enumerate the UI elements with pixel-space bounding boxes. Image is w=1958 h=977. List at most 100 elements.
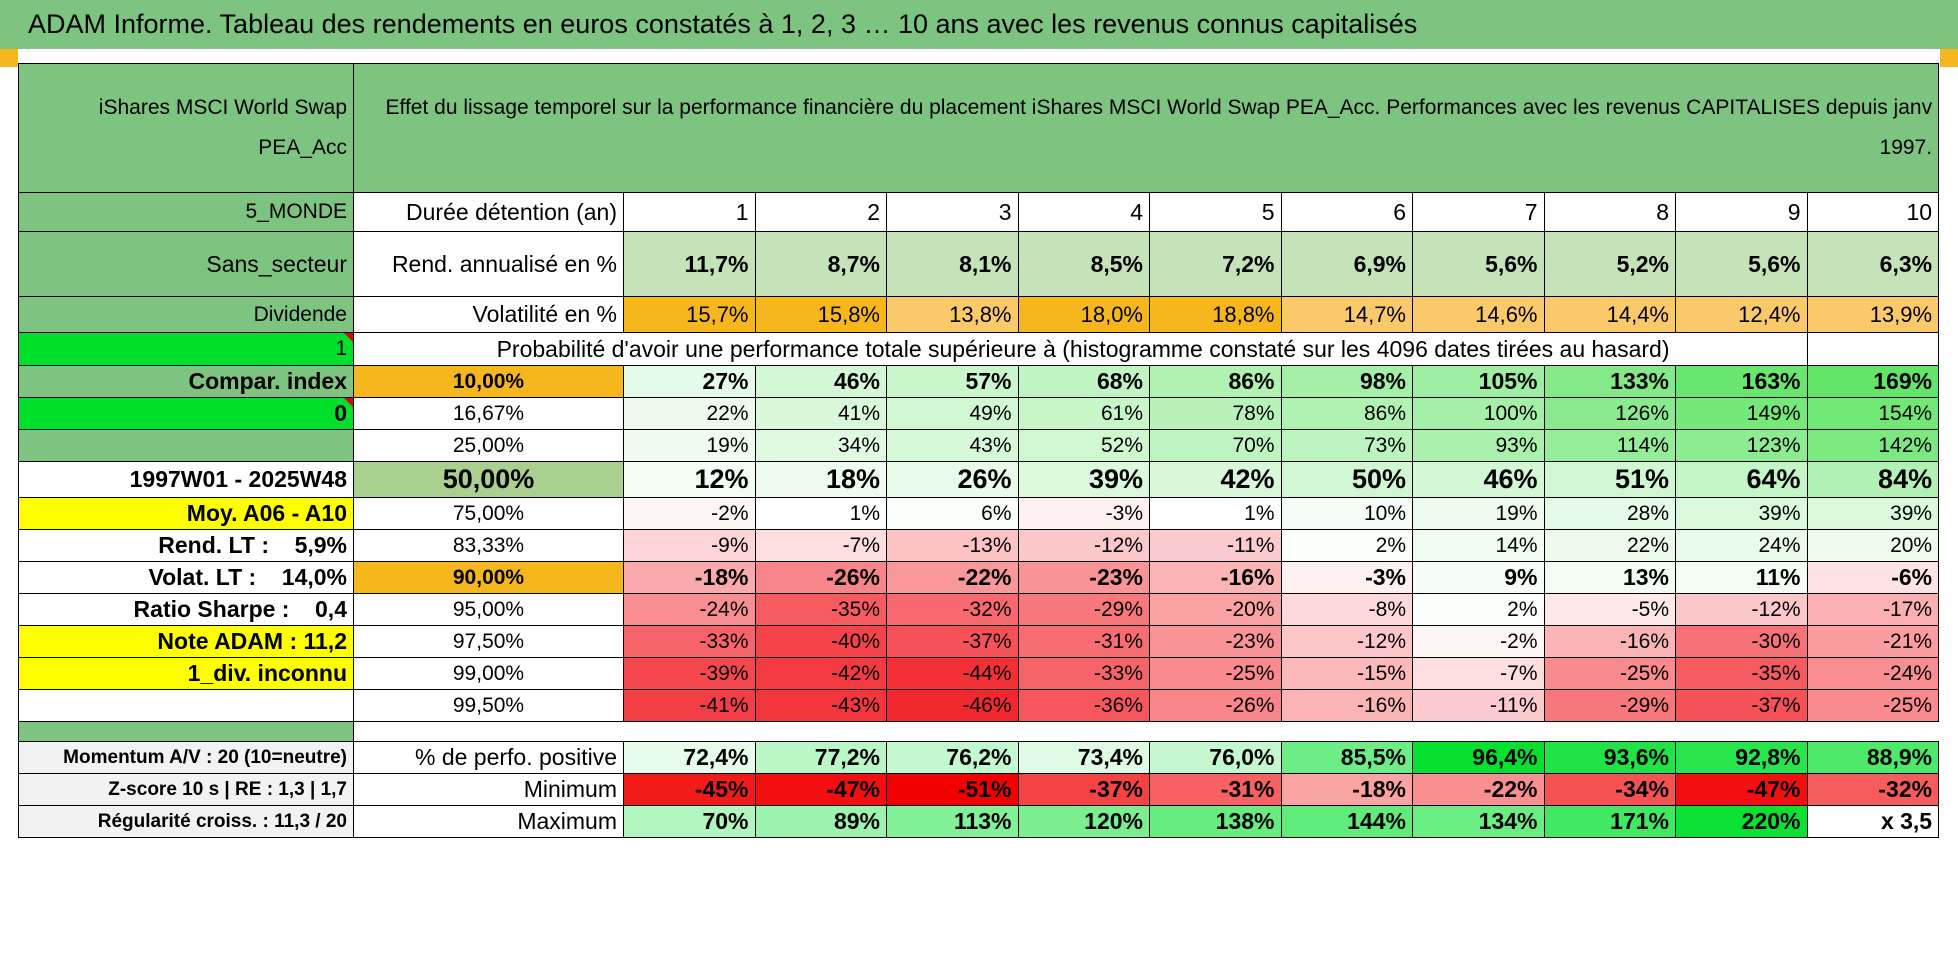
probability-value-cell: 39% [1017, 461, 1150, 498]
probability-value-cell: -6% [1806, 561, 1940, 594]
probability-row: 99,50% -41% -43% -46% -36% -26% -16% -11% -29% -3… [18, 689, 1940, 722]
min-cell: -47% [754, 773, 887, 806]
probability-value-cell: 18% [754, 461, 887, 498]
pos-cell: 73,4% [1017, 741, 1150, 774]
probability-value-cell: 52% [1017, 429, 1150, 462]
threshold-cell: 50,00% [353, 461, 624, 498]
probability-value-cell: -24% [623, 593, 756, 626]
pos-row: Momentum A/V : 20 (10=neutre)% de perfo.… [18, 741, 1940, 774]
probability-value-cell: 46% [754, 365, 887, 398]
year-header-6: 6 [1280, 192, 1413, 232]
min-cell: -34% [1543, 773, 1676, 806]
probability-value-cell: 1% [754, 497, 887, 530]
probability-value-cell: -31% [1017, 625, 1150, 658]
min-cell: -45% [623, 773, 756, 806]
probability-value-cell: 34% [754, 429, 887, 462]
probability-value-cell: 50% [1280, 461, 1413, 498]
probability-value-cell: -2% [623, 497, 756, 530]
probability-value-cell: 42% [1149, 461, 1282, 498]
probability-value-cell: 12% [623, 461, 756, 498]
pos-cell: 93,6% [1543, 741, 1676, 774]
probability-value-cell: 11% [1675, 561, 1808, 594]
probability-row: Volat. LT : 14,0% 90,00% -18% -26% -22% -23% -… [18, 561, 1940, 594]
probability-value-cell: -41% [623, 689, 756, 722]
probability-row: Rend. LT : 5,9% 83,33% -9% -7% -13% -12% -11% 2… [18, 529, 1940, 562]
probability-value-cell: 51% [1543, 461, 1676, 498]
moy-label: Moy. A06 - A10 [18, 497, 354, 530]
probability-value-cell: -12% [1280, 625, 1413, 658]
probability-value-cell: 61% [1017, 397, 1150, 430]
probability-value-cell: 13% [1543, 561, 1676, 594]
corner-marker-left [0, 49, 18, 67]
volatility-cell: 13,8% [886, 296, 1019, 333]
compar-index-label: Compar. index [18, 365, 354, 398]
probability-value-cell: -3% [1280, 561, 1413, 594]
probability-value-cell: -32% [886, 593, 1019, 626]
probability-empty-cell [1675, 332, 1808, 366]
probability-value-cell: 10% [1280, 497, 1413, 530]
max-cell: 144% [1280, 805, 1413, 838]
sharpe-label: Ratio Sharpe : 0,4 [18, 593, 354, 626]
probability-value-cell: 73% [1280, 429, 1413, 462]
probability-value-cell: -3% [1017, 497, 1150, 530]
volatility-cell: 14,4% [1543, 296, 1676, 333]
max-cell: x 3,5 [1806, 805, 1940, 838]
probability-value-cell: -40% [754, 625, 887, 658]
year-header-4: 4 [1017, 192, 1150, 232]
probability-value-cell: -7% [754, 529, 887, 562]
probability-value-cell: -23% [1149, 625, 1282, 658]
probability-value-cell: 39% [1806, 497, 1940, 530]
volatility-cell: 12,4% [1675, 296, 1808, 333]
probability-value-cell: -8% [1280, 593, 1413, 626]
probability-value-cell: -36% [1017, 689, 1150, 722]
probability-label: Probabilité d'avoir une performance tota… [353, 332, 1676, 366]
threshold-cell: 10,00% [353, 365, 624, 398]
probability-value-cell: -35% [1675, 657, 1808, 690]
rend-cell: 5,6% [1412, 231, 1545, 297]
pos-cell: 77,2% [754, 741, 887, 774]
probability-value-cell: 43% [886, 429, 1019, 462]
probability-value-cell: 78% [1149, 397, 1282, 430]
volatility-cell: 14,6% [1412, 296, 1545, 333]
year-header-3: 3 [886, 192, 1019, 232]
probability-value-cell: -9% [623, 529, 756, 562]
probability-value-cell: 126% [1543, 397, 1676, 430]
probability-value-cell: -29% [1017, 593, 1150, 626]
probability-value-cell: 86% [1149, 365, 1282, 398]
pos-cell: 92,8% [1675, 741, 1808, 774]
threshold-cell: 97,50% [353, 625, 624, 658]
year-header-5: 5 [1149, 192, 1282, 232]
probability-value-cell: -12% [1017, 529, 1150, 562]
rend-cell: 8,1% [886, 231, 1019, 297]
probability-value-cell: 46% [1412, 461, 1545, 498]
probability-value-cell: -37% [1675, 689, 1808, 722]
max-cell: 89% [754, 805, 887, 838]
min-cell: -51% [886, 773, 1019, 806]
probability-value-cell: 68% [1017, 365, 1150, 398]
probability-value-cell: 70% [1149, 429, 1282, 462]
volatility-cell: 15,7% [623, 296, 756, 333]
max-cell: 70% [623, 805, 756, 838]
probability-empty-cell [1806, 332, 1940, 366]
probability-value-cell: -11% [1149, 529, 1282, 562]
min-cell: -32% [1806, 773, 1940, 806]
compar-index-value: 0 [18, 397, 354, 430]
volatility-cell: 13,9% [1806, 296, 1940, 333]
vol-label: Volatilité en % [353, 296, 624, 333]
rend-cell: 6,9% [1280, 231, 1413, 297]
max-cell: 138% [1149, 805, 1282, 838]
probability-value-cell: 84% [1806, 461, 1940, 498]
probability-row: Note ADAM : 11,2 97,50% -33% -40% -37% -31% -2… [18, 625, 1940, 658]
separator-green-cell [18, 721, 354, 742]
threshold-cell: 16,67% [353, 397, 624, 430]
year-header-8: 8 [1543, 192, 1676, 232]
probability-value-cell: -23% [1017, 561, 1150, 594]
probability-value-cell: 105% [1412, 365, 1545, 398]
pos-cell: 76,0% [1149, 741, 1282, 774]
report-title: ADAM Informe. Tableau des rendements en … [0, 0, 1958, 49]
pos-cell: 88,9% [1806, 741, 1940, 774]
threshold-cell: 75,00% [353, 497, 624, 530]
min-cell: -18% [1280, 773, 1413, 806]
threshold-cell: 99,00% [353, 657, 624, 690]
separator-empty-cell [352, 721, 1939, 742]
